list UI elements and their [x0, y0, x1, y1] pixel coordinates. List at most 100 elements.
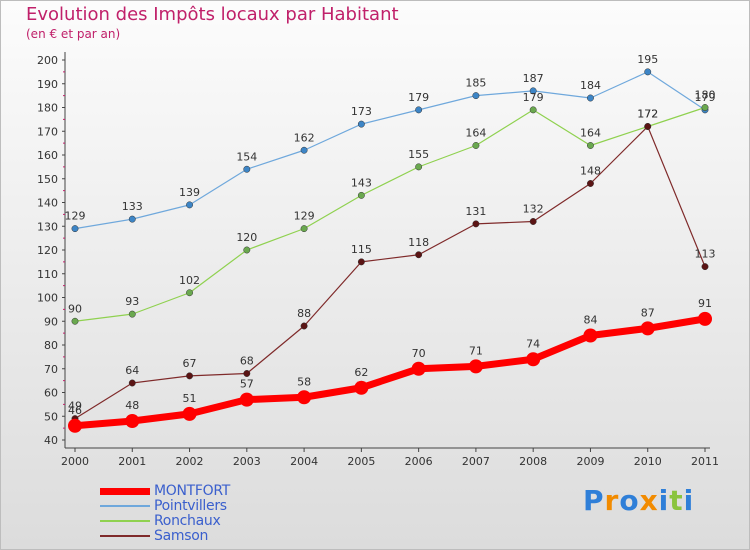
logo-letter: x [639, 484, 659, 517]
data-point-pointvillers [71, 225, 79, 233]
legend-label-ronchaux: Ronchaux [154, 513, 221, 529]
data-label-pointvillers: 195 [637, 53, 658, 66]
data-label-samson: 115 [351, 243, 372, 256]
data-point-samson [186, 372, 193, 380]
logo-letter: i [658, 484, 670, 517]
data-label-pointvillers: 185 [465, 77, 486, 90]
data-point-montfort [583, 328, 598, 343]
legend-swatch-pointvillers [100, 505, 150, 507]
data-label-pointvillers: 162 [294, 131, 315, 144]
data-label-samson: 49 [68, 400, 82, 413]
data-point-ronchaux [701, 104, 709, 111]
data-point-pointvillers [186, 201, 193, 209]
logo-letter: i [683, 484, 695, 517]
x-tick-label: 2010 [634, 455, 662, 468]
y-tick-label: 80 [44, 339, 58, 352]
data-point-samson [128, 379, 136, 387]
series-line-montfort [74, 315, 706, 430]
y-tick-label: 110 [37, 268, 58, 281]
data-point-ronchaux [587, 142, 594, 149]
data-label-pointvillers: 179 [695, 91, 716, 104]
data-label-ronchaux: 164 [465, 127, 486, 140]
legend-label-montfort: MONTFORT [154, 483, 231, 499]
data-label-samson: 67 [183, 357, 197, 370]
data-label-ronchaux: 120 [236, 231, 257, 244]
data-label-samson: 68 [240, 355, 254, 368]
logo-letter: P [583, 484, 605, 517]
y-tick-label: 90 [44, 315, 58, 328]
y-tick-label: 200 [37, 54, 58, 67]
data-point-pointvillers [357, 120, 365, 128]
data-label-ronchaux: 180 [695, 89, 716, 102]
x-tick-label: 2008 [519, 455, 547, 468]
data-point-samson [300, 322, 308, 330]
x-tick-label: 2006 [405, 455, 433, 468]
data-point-montfort [354, 380, 369, 395]
y-tick-label: 120 [37, 244, 58, 257]
x-tick-label: 2011 [691, 455, 719, 468]
data-label-ronchaux: 164 [580, 127, 601, 140]
data-point-montfort [526, 352, 541, 367]
y-tick-label: 60 [44, 387, 58, 400]
data-point-montfort [468, 359, 483, 374]
data-point-samson [357, 258, 365, 266]
x-tick-label: 2005 [347, 455, 375, 468]
data-label-ronchaux: 93 [125, 295, 139, 308]
chart-title: Evolution des Impôts locaux par Habitant [26, 4, 399, 25]
data-label-pointvillers: 179 [408, 91, 429, 104]
data-label-samson: 118 [408, 236, 429, 249]
y-tick-label: 190 [37, 78, 58, 91]
data-point-samson [529, 218, 537, 225]
data-point-pointvillers [128, 215, 136, 223]
data-label-pointvillers: 139 [179, 186, 200, 199]
data-label-samson: 172 [637, 108, 658, 121]
data-point-samson [472, 220, 480, 228]
data-label-samson: 131 [465, 205, 486, 218]
data-label-montfort: 46 [68, 404, 82, 417]
legend-item-samson: Samson [100, 529, 320, 544]
data-point-ronchaux [186, 289, 193, 297]
x-tick-label: 2009 [576, 455, 604, 468]
data-point-pointvillers [529, 87, 537, 95]
data-label-montfort: 91 [698, 297, 712, 310]
data-label-montfort: 74 [526, 337, 540, 350]
chart-legend: MONTFORT Pointvillers Ronchaux Samson [100, 484, 320, 544]
chart-subtitle: (en € et par an) [26, 27, 121, 41]
x-tick-label: 2000 [61, 455, 89, 468]
data-label-montfort: 57 [240, 378, 254, 391]
proxiti-logo: Proxiti [583, 484, 694, 517]
data-label-montfort: 84 [583, 314, 597, 327]
data-label-pointvillers: 154 [236, 150, 257, 163]
y-tick-label: 140 [37, 197, 58, 210]
legend-swatch-ronchaux [100, 520, 150, 522]
data-label-montfort: 48 [125, 399, 139, 412]
legend-item-pointvillers: Pointvillers [100, 499, 320, 514]
x-tick-label: 2001 [118, 455, 146, 468]
data-point-montfort [411, 361, 426, 376]
data-point-montfort [698, 311, 712, 326]
data-label-ronchaux: 102 [179, 274, 200, 287]
data-point-ronchaux [300, 225, 308, 233]
data-point-pointvillers [587, 94, 594, 102]
series-line-ronchaux [74, 106, 706, 322]
x-tick-label: 2002 [176, 455, 204, 468]
data-point-montfort [68, 418, 82, 433]
data-point-ronchaux [529, 106, 537, 114]
data-point-ronchaux [357, 191, 365, 199]
x-tick-label: 2003 [233, 455, 261, 468]
data-label-ronchaux: 143 [351, 176, 372, 189]
data-point-montfort [182, 406, 197, 421]
series-line-pointvillers [74, 71, 706, 230]
legend-item-ronchaux: Ronchaux [100, 514, 320, 529]
data-point-montfort [125, 414, 140, 428]
data-label-samson: 113 [695, 248, 716, 261]
data-label-montfort: 71 [469, 344, 483, 357]
data-label-samson: 148 [580, 165, 601, 178]
legend-swatch-montfort [100, 488, 150, 495]
y-tick-label: 100 [37, 292, 58, 305]
y-tick-label: 170 [37, 125, 58, 138]
legend-item-montfort: MONTFORT [100, 484, 320, 499]
data-point-ronchaux [415, 163, 423, 171]
x-tick-label: 2007 [462, 455, 490, 468]
